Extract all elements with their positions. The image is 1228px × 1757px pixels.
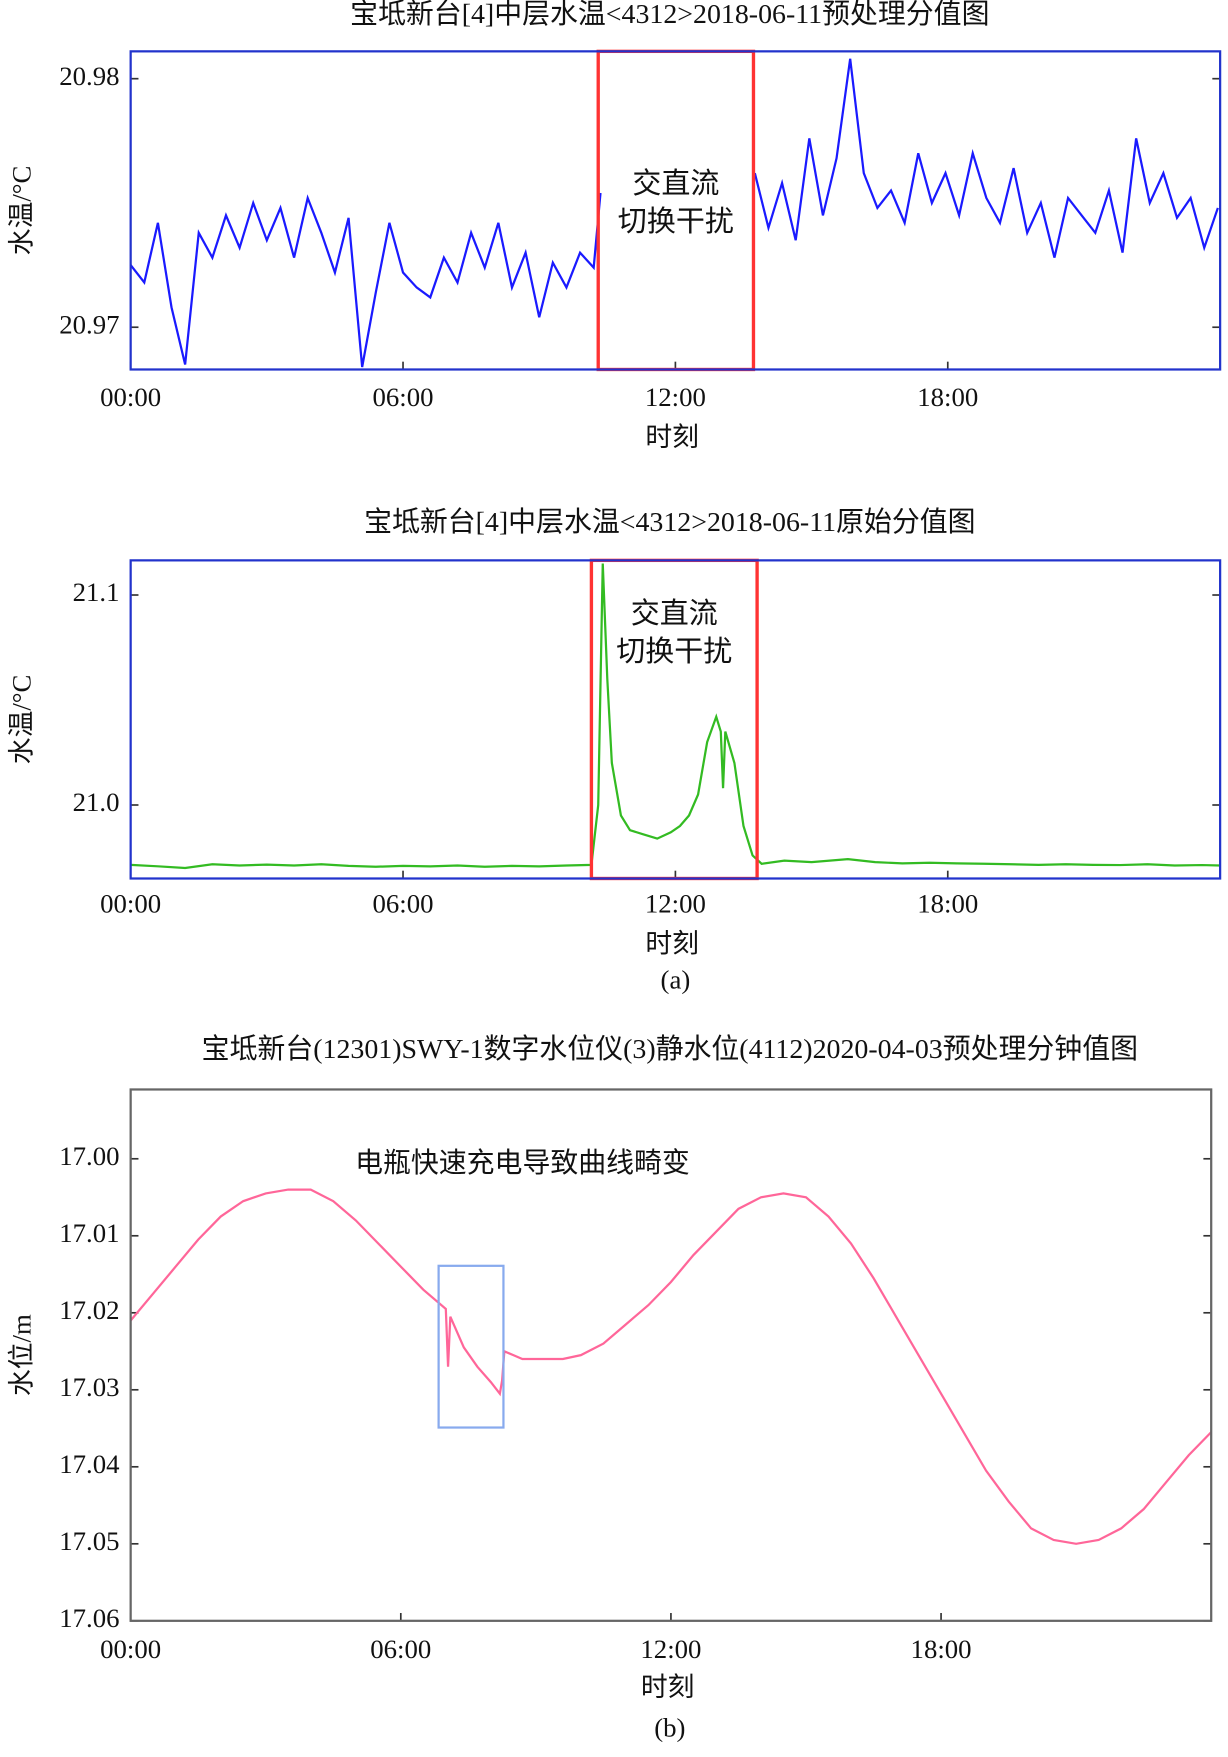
y-tick-label: 17.03 [59, 1372, 119, 1402]
y-tick-label: 17.04 [59, 1449, 119, 1479]
annotation: 切换干扰 [618, 205, 734, 238]
annotation: 切换干扰 [616, 635, 732, 668]
y-tick-label: 17.00 [59, 1141, 119, 1171]
annotation: 电瓶快速充电导致曲线畸变 [355, 1147, 690, 1179]
x-tick-label: 00:00 [100, 1634, 161, 1664]
x-tick-label: 06:00 [373, 382, 434, 412]
y-tick-label: 17.01 [59, 1218, 119, 1248]
data-line [129, 1188, 1213, 1545]
y-tick-label: 20.97 [59, 309, 119, 339]
chart-title: 宝坻新台[4]中层水温<4312>2018-06-11原始分值图 [364, 506, 975, 538]
data-line [130, 563, 1221, 870]
x-tick-label: 12:00 [645, 889, 706, 919]
y-axis-label: 水温/°C [7, 675, 37, 765]
y-axis-label: 水位/m [7, 1314, 37, 1396]
plot-frame [129, 559, 1222, 880]
x-tick-label: 18:00 [917, 382, 978, 412]
x-tick-label: 06:00 [370, 1634, 431, 1664]
caption: (b) [654, 1712, 685, 1742]
data-line [129, 58, 1219, 368]
x-tick-label: 18:00 [911, 1634, 972, 1664]
x-tick-label: 06:00 [373, 889, 434, 919]
plot-frame [129, 50, 1222, 371]
y-tick-label: 17.05 [59, 1526, 119, 1556]
highlight-box [437, 1264, 505, 1429]
y-tick-label: 20.98 [59, 61, 119, 91]
annotation: 交直流 [632, 167, 719, 200]
annotation: 交直流 [631, 597, 718, 630]
caption: (a) [661, 964, 691, 994]
x-axis-label: 时刻 [645, 422, 699, 452]
y-tick-label: 21.1 [73, 577, 120, 607]
x-tick-label: 00:00 [100, 382, 161, 412]
chart-title: 宝坻新台[4]中层水温<4312>2018-06-11预处理分值图 [350, 0, 989, 30]
x-axis-label: 时刻 [645, 929, 699, 959]
chart-title: 宝坻新台(12301)SWY-1数字水位仪(3)静水位(4112)2020-04… [202, 1033, 1138, 1065]
y-tick-label: 17.02 [59, 1295, 119, 1325]
x-axis-label: 时刻 [641, 1672, 695, 1702]
x-tick-label: 18:00 [917, 889, 978, 919]
x-tick-label: 12:00 [640, 1634, 701, 1664]
y-tick-label: 21.0 [73, 787, 120, 817]
plot-frame [129, 1088, 1213, 1622]
y-tick-label: 17.06 [59, 1603, 119, 1633]
y-axis-label: 水温/°C [7, 166, 37, 256]
x-tick-label: 12:00 [645, 382, 706, 412]
x-tick-label: 00:00 [100, 889, 161, 919]
